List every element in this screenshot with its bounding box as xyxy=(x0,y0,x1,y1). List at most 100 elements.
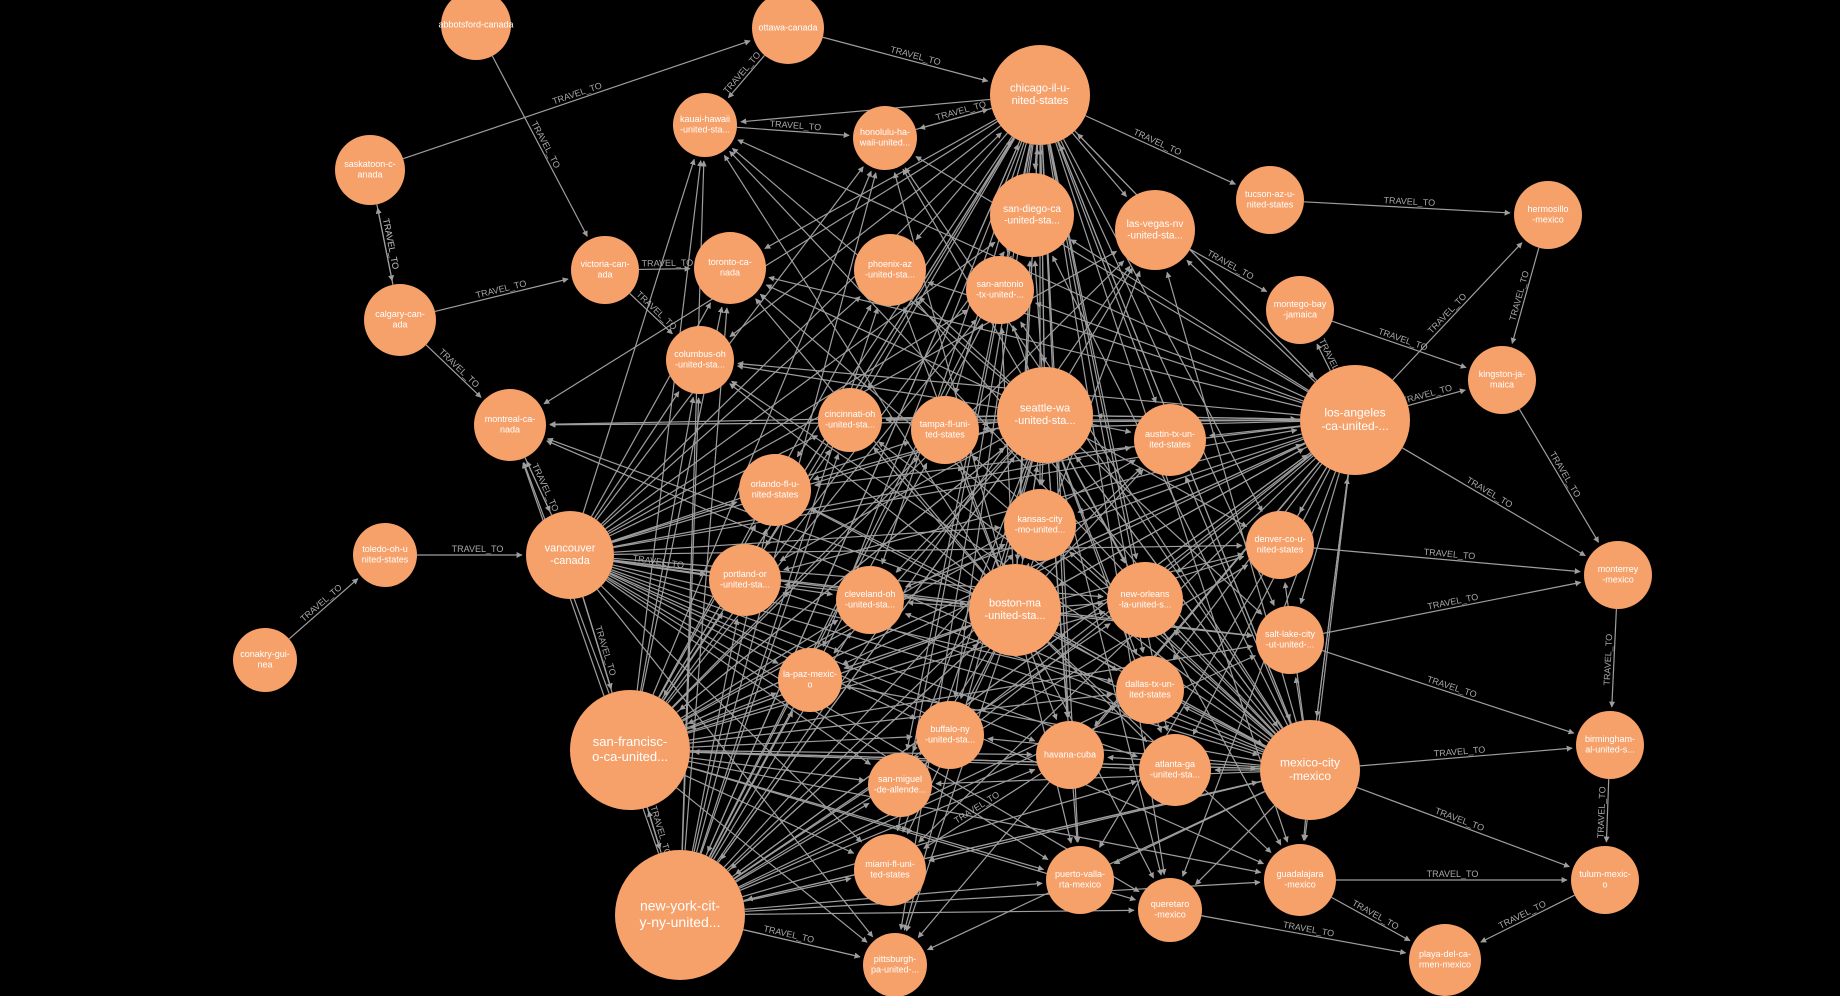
graph-node[interactable]: denver-co-u-nited-states xyxy=(1246,511,1314,579)
node-circle[interactable] xyxy=(1036,721,1104,789)
node-circle[interactable] xyxy=(233,628,297,692)
graph-node[interactable]: guadalajara-mexico xyxy=(1264,844,1336,916)
node-circle[interactable] xyxy=(818,388,882,452)
node-circle[interactable] xyxy=(1264,844,1336,916)
graph-node[interactable]: montego-bay-jamaica xyxy=(1266,276,1334,344)
graph-node[interactable]: victoria-can-ada xyxy=(571,236,639,304)
node-circle[interactable] xyxy=(853,106,917,170)
graph-node[interactable]: kingston-ja-maica xyxy=(1468,346,1536,414)
graph-node[interactable]: dallas-tx-un-ited-states xyxy=(1116,656,1184,724)
node-circle[interactable] xyxy=(854,234,926,306)
node-circle[interactable] xyxy=(1260,720,1360,820)
graph-node[interactable]: toronto-ca-nada xyxy=(694,232,766,304)
graph-node[interactable]: columbus-oh-united-sta... xyxy=(666,326,734,394)
graph-node[interactable]: birmingham-al-united-s... xyxy=(1576,711,1644,779)
node-circle[interactable] xyxy=(1300,365,1410,475)
graph-node[interactable]: san-francisc-o-ca-united... xyxy=(570,690,690,810)
graph-node[interactable]: kauai-hawaii-united-sta... xyxy=(673,93,737,157)
node-circle[interactable] xyxy=(353,523,417,587)
node-circle[interactable] xyxy=(615,850,745,980)
graph-node[interactable]: honolulu-ha-waii-united... xyxy=(853,106,917,170)
node-circle[interactable] xyxy=(1584,541,1652,609)
node-circle[interactable] xyxy=(1134,404,1206,476)
node-circle[interactable] xyxy=(571,236,639,304)
graph-node[interactable]: atlanta-ga-united-sta... xyxy=(1139,734,1211,806)
node-circle[interactable] xyxy=(1409,924,1481,996)
node-circle[interactable] xyxy=(1468,346,1536,414)
node-circle[interactable] xyxy=(1138,878,1202,942)
node-circle[interactable] xyxy=(752,0,824,64)
node-circle[interactable] xyxy=(1107,562,1183,638)
node-circle[interactable] xyxy=(1576,711,1644,779)
graph-node[interactable]: phoenix-az-united-sta... xyxy=(854,234,926,306)
node-circle[interactable] xyxy=(666,326,734,394)
node-circle[interactable] xyxy=(709,544,781,616)
graph-node[interactable]: san-miguel-de-allende... xyxy=(868,753,932,817)
graph-node[interactable]: la-paz-mexic-o xyxy=(778,648,842,712)
graph-node[interactable]: mexico-city-mexico xyxy=(1260,720,1360,820)
node-circle[interactable] xyxy=(990,45,1090,145)
graph-node[interactable]: salt-lake-city-ut-united-... xyxy=(1256,606,1324,674)
graph-node[interactable]: miami-fl-uni-ted-states xyxy=(854,834,926,906)
graph-node[interactable]: puerto-valla-rta-mexico xyxy=(1046,846,1114,914)
node-circle[interactable] xyxy=(854,834,926,906)
node-circle[interactable] xyxy=(1139,734,1211,806)
node-circle[interactable] xyxy=(441,0,511,60)
network-graph[interactable]: TRAVEL_TOTRAVEL_TOTRAVEL_TOTRAVEL_TOTRAV… xyxy=(0,0,1840,996)
graph-node[interactable]: vancouver-canada xyxy=(526,511,614,599)
graph-node[interactable]: toledo-oh-united-states xyxy=(353,523,417,587)
graph-node[interactable]: havana-cuba xyxy=(1036,721,1104,789)
node-circle[interactable] xyxy=(1115,190,1195,270)
node-circle[interactable] xyxy=(1256,606,1324,674)
graph-node[interactable]: tucson-az-u-nited-states xyxy=(1236,166,1304,234)
graph-node[interactable]: cleveland-oh-united-sta... xyxy=(836,566,904,634)
node-circle[interactable] xyxy=(778,648,842,712)
node-circle[interactable] xyxy=(1266,276,1334,344)
node-circle[interactable] xyxy=(1046,846,1114,914)
graph-node[interactable]: austin-tx-un-ited-states xyxy=(1134,404,1206,476)
node-circle[interactable] xyxy=(997,367,1093,463)
node-circle[interactable] xyxy=(966,256,1034,324)
graph-node[interactable]: buffalo-ny-united-sta... xyxy=(916,701,984,769)
graph-node[interactable]: monterrey-mexico xyxy=(1584,541,1652,609)
node-circle[interactable] xyxy=(1246,511,1314,579)
node-circle[interactable] xyxy=(969,564,1061,656)
node-circle[interactable] xyxy=(474,389,546,461)
graph-node[interactable]: ottawa-canada xyxy=(752,0,824,64)
graph-node[interactable]: san-antonio-tx-united-... xyxy=(966,256,1034,324)
node-circle[interactable] xyxy=(1004,489,1076,561)
node-circle[interactable] xyxy=(916,701,984,769)
node-circle[interactable] xyxy=(990,173,1074,257)
graph-node[interactable]: montreal-ca-nada xyxy=(474,389,546,461)
node-circle[interactable] xyxy=(673,93,737,157)
graph-node[interactable]: seattle-wa-united-sta... xyxy=(997,367,1093,463)
graph-node[interactable]: queretaro-mexico xyxy=(1138,878,1202,942)
graph-node[interactable]: portland-or-united-sta... xyxy=(709,544,781,616)
node-circle[interactable] xyxy=(1571,846,1639,914)
graph-node[interactable]: abbotsford-canada xyxy=(438,0,513,60)
graph-node[interactable]: tulum-mexic-o xyxy=(1571,846,1639,914)
graph-node[interactable]: new-york-cit-y-ny-united... xyxy=(615,850,745,980)
node-circle[interactable] xyxy=(836,566,904,634)
graph-node[interactable]: san-diego-ca-united-sta... xyxy=(990,173,1074,257)
graph-node[interactable]: pittsburgh-pa-united-... xyxy=(863,933,927,996)
node-circle[interactable] xyxy=(1236,166,1304,234)
graph-node[interactable]: orlando-fl-u-nited-states xyxy=(739,454,811,526)
graph-node[interactable]: tampa-fl-uni-ted-states xyxy=(911,396,979,464)
node-circle[interactable] xyxy=(570,690,690,810)
graph-node[interactable]: hermosillo-mexico xyxy=(1514,181,1582,249)
node-circle[interactable] xyxy=(739,454,811,526)
node-circle[interactable] xyxy=(868,753,932,817)
graph-node[interactable]: saskatoon-c-anada xyxy=(335,135,405,205)
graph-node[interactable]: conakry-gui-nea xyxy=(233,628,297,692)
node-circle[interactable] xyxy=(1514,181,1582,249)
node-circle[interactable] xyxy=(364,284,436,356)
graph-node[interactable]: new-orleans-la-united-s... xyxy=(1107,562,1183,638)
node-circle[interactable] xyxy=(863,933,927,996)
graph-node[interactable]: boston-ma-united-sta... xyxy=(969,564,1061,656)
graph-node[interactable]: las-vegas-nv-united-sta... xyxy=(1115,190,1195,270)
graph-node[interactable]: cincinnati-oh-united-sta... xyxy=(818,388,882,452)
graph-node[interactable]: kansas-city-mo-united... xyxy=(1004,489,1076,561)
node-circle[interactable] xyxy=(526,511,614,599)
graph-node[interactable]: los-angeles-ca-united-... xyxy=(1300,365,1410,475)
